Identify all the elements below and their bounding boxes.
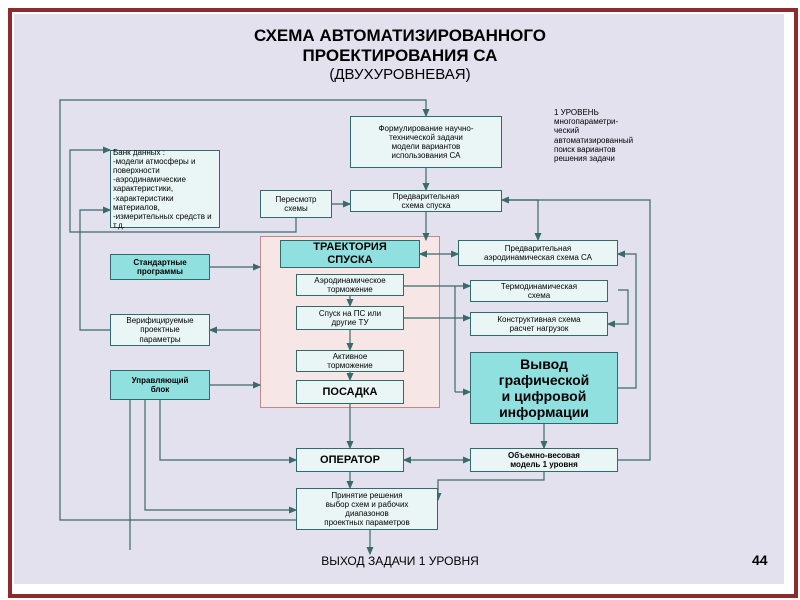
node-constr: Конструктивная схемарасчет нагрузок — [470, 312, 608, 336]
node-bank: Банк данных :-модели атмосферы и поверхн… — [110, 150, 220, 228]
node-thermo: Термодинамическаясхема — [470, 280, 608, 302]
node-form: Формулирование научно-технической задачи… — [350, 116, 502, 168]
node-preaero: Предварительнаяаэродинамическая схема СА — [458, 240, 618, 266]
node-ver: Верифицируемыепроектныепараметры — [110, 314, 210, 346]
node-active: Активноеторможение — [296, 350, 404, 372]
node-ps: Спуск на ПС илидругие ТУ — [296, 306, 404, 330]
node-out: Выводграфическойи цифровойинформации — [470, 352, 618, 424]
node-std: Стандартныепрограммы — [110, 254, 210, 280]
node-vol: Объемно-весоваямодель 1 уровня — [470, 448, 618, 472]
node-land: ПОСАДКА — [296, 380, 404, 404]
node-dec: Принятие решениявыбор схем и рабочихдиап… — [296, 488, 438, 530]
node-oper: ОПЕРАТОР — [296, 448, 404, 472]
node-ctrl: Управляющийблок — [110, 370, 210, 400]
node-traj: ТРАЕКТОРИЯСПУСКА — [280, 240, 420, 268]
footer-text: ВЫХОД ЗАДАЧИ 1 УРОВНЯ — [0, 554, 800, 568]
node-aero: Аэродинамическоеторможение — [296, 274, 404, 296]
node-revise: Пересмотрсхемы — [260, 190, 332, 218]
level-1-note: 1 УРОВЕНЬмногопараметри-ческийавтоматизи… — [554, 108, 694, 163]
page-number: 44 — [752, 552, 768, 568]
node-pre: Предварительнаясхема спуска — [350, 190, 502, 212]
